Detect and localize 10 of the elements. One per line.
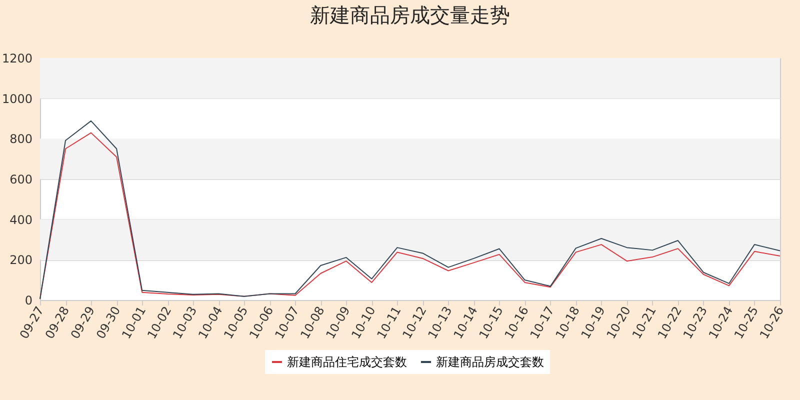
y-tick-label: 800 [10,132,32,146]
y-tick-label: 1200 [2,52,32,66]
chart-title: 新建商品房成交量走势 [310,3,510,27]
y-tick-label: 1000 [2,92,32,106]
y-tick-label: 0 [24,294,32,308]
y-tick-label: 400 [10,212,32,227]
y-tick-label: 200 [10,253,32,268]
y-tick-label: 600 [10,172,32,186]
legend-label: 新建商品房成交套数 [436,355,544,369]
legend-label: 新建商品住宅成交套数 [287,355,407,369]
